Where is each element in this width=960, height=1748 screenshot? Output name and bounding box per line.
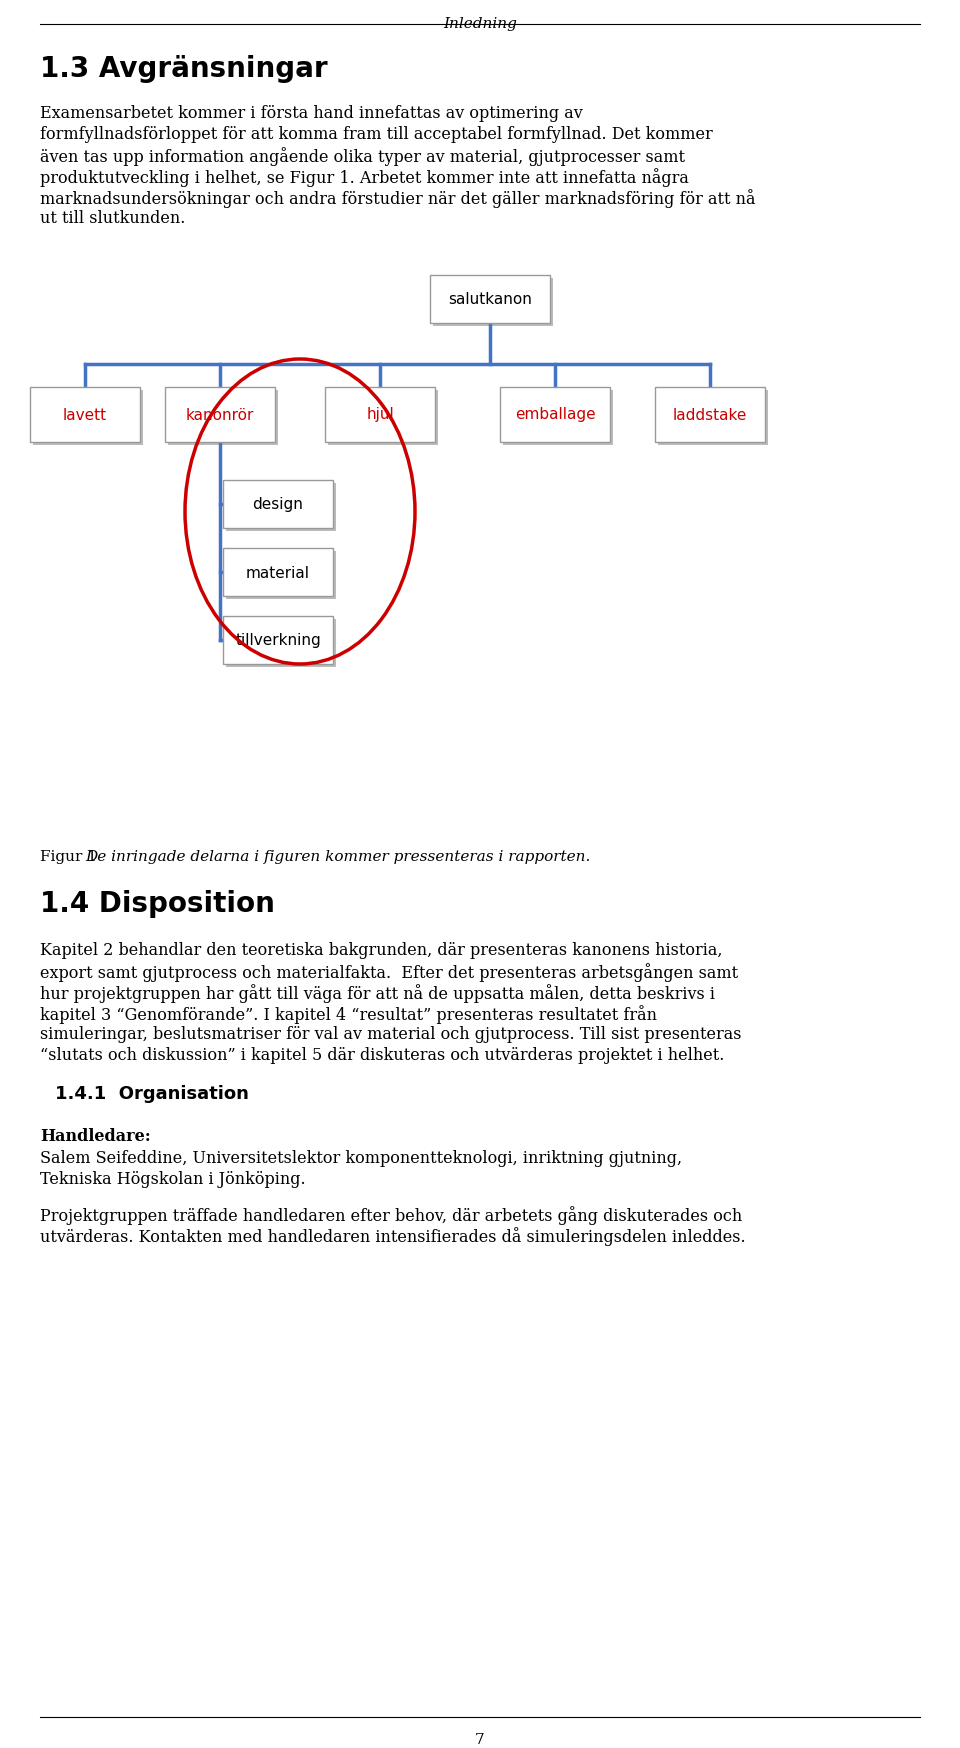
FancyBboxPatch shape bbox=[33, 390, 143, 446]
Text: kapitel 3 “Genomförande”. I kapitel 4 “resultat” presenteras resultatet från: kapitel 3 “Genomförande”. I kapitel 4 “r… bbox=[40, 1005, 657, 1023]
FancyBboxPatch shape bbox=[226, 484, 336, 531]
Text: Kapitel 2 behandlar den teoretiska bakgrunden, där presenteras kanonens historia: Kapitel 2 behandlar den teoretiska bakgr… bbox=[40, 942, 723, 958]
FancyBboxPatch shape bbox=[223, 549, 333, 596]
FancyBboxPatch shape bbox=[30, 388, 140, 442]
Text: tillverkning: tillverkning bbox=[235, 633, 321, 649]
Text: salutkanon: salutkanon bbox=[448, 292, 532, 308]
Text: produktutveckling i helhet, se Figur 1. Arbetet kommer inte att innefatta några: produktutveckling i helhet, se Figur 1. … bbox=[40, 168, 689, 187]
Text: export samt gjutprocess och materialfakta.  Efter det presenteras arbetsgången s: export samt gjutprocess och materialfakt… bbox=[40, 963, 738, 981]
FancyBboxPatch shape bbox=[226, 552, 336, 600]
Text: Examensarbetet kommer i första hand innefattas av optimering av: Examensarbetet kommer i första hand inne… bbox=[40, 105, 583, 122]
FancyBboxPatch shape bbox=[430, 276, 550, 323]
Text: Tekniska Högskolan i Jönköping.: Tekniska Högskolan i Jönköping. bbox=[40, 1171, 305, 1187]
Text: Salem Seifeddine, Universitetslektor komponentteknologi, inriktning gjutning,: Salem Seifeddine, Universitetslektor kom… bbox=[40, 1150, 683, 1166]
FancyBboxPatch shape bbox=[658, 390, 768, 446]
FancyBboxPatch shape bbox=[655, 388, 765, 442]
Text: 1.3 Avgränsningar: 1.3 Avgränsningar bbox=[40, 54, 327, 82]
Text: Figur 1: Figur 1 bbox=[40, 850, 102, 864]
Text: simuleringar, beslutsmatriser för val av material och gjutprocess. Till sist pre: simuleringar, beslutsmatriser för val av… bbox=[40, 1026, 741, 1042]
Text: design: design bbox=[252, 496, 303, 512]
Text: även tas upp information angående olika typer av material, gjutprocesser samt: även tas upp information angående olika … bbox=[40, 147, 685, 166]
Text: Handledare:: Handledare: bbox=[40, 1127, 151, 1145]
FancyBboxPatch shape bbox=[223, 617, 333, 664]
FancyBboxPatch shape bbox=[226, 619, 336, 668]
Text: emballage: emballage bbox=[515, 407, 595, 423]
Text: ut till slutkunden.: ut till slutkunden. bbox=[40, 210, 185, 227]
FancyBboxPatch shape bbox=[223, 481, 333, 528]
Text: 1.4.1  Organisation: 1.4.1 Organisation bbox=[55, 1084, 249, 1103]
Text: formfyllnadsförloppet för att komma fram till acceptabel formfyllnad. Det kommer: formfyllnadsförloppet för att komma fram… bbox=[40, 126, 712, 143]
Text: hjul: hjul bbox=[366, 407, 394, 423]
Text: De inringade delarna i figuren kommer pressenteras i rapporten.: De inringade delarna i figuren kommer pr… bbox=[85, 850, 590, 864]
Text: laddstake: laddstake bbox=[673, 407, 747, 423]
FancyBboxPatch shape bbox=[328, 390, 438, 446]
Text: utvärderas. Kontakten med handledaren intensifierades då simuleringsdelen inledd: utvärderas. Kontakten med handledaren in… bbox=[40, 1227, 746, 1245]
Text: kanonrör: kanonrör bbox=[186, 407, 254, 423]
Text: lavett: lavett bbox=[63, 407, 108, 423]
FancyBboxPatch shape bbox=[503, 390, 613, 446]
Text: Inledning: Inledning bbox=[444, 17, 516, 31]
Text: “slutats och diskussion” i kapitel 5 där diskuteras och utvärderas projektet i h: “slutats och diskussion” i kapitel 5 där… bbox=[40, 1047, 725, 1063]
FancyBboxPatch shape bbox=[500, 388, 610, 442]
FancyBboxPatch shape bbox=[433, 280, 553, 327]
Text: hur projektgruppen har gått till väga för att nå de uppsatta målen, detta beskri: hur projektgruppen har gått till väga fö… bbox=[40, 984, 715, 1002]
Text: marknadsundersökningar och andra förstudier när det gäller marknadsföring för at: marknadsundersökningar och andra förstud… bbox=[40, 189, 756, 208]
FancyBboxPatch shape bbox=[165, 388, 275, 442]
Text: 1.4 Disposition: 1.4 Disposition bbox=[40, 890, 275, 918]
Text: material: material bbox=[246, 565, 310, 580]
FancyBboxPatch shape bbox=[325, 388, 435, 442]
Text: Projektgruppen träffade handledaren efter behov, där arbetets gång diskuterades : Projektgruppen träffade handledaren efte… bbox=[40, 1206, 742, 1224]
FancyBboxPatch shape bbox=[168, 390, 278, 446]
Text: 7: 7 bbox=[475, 1732, 485, 1746]
